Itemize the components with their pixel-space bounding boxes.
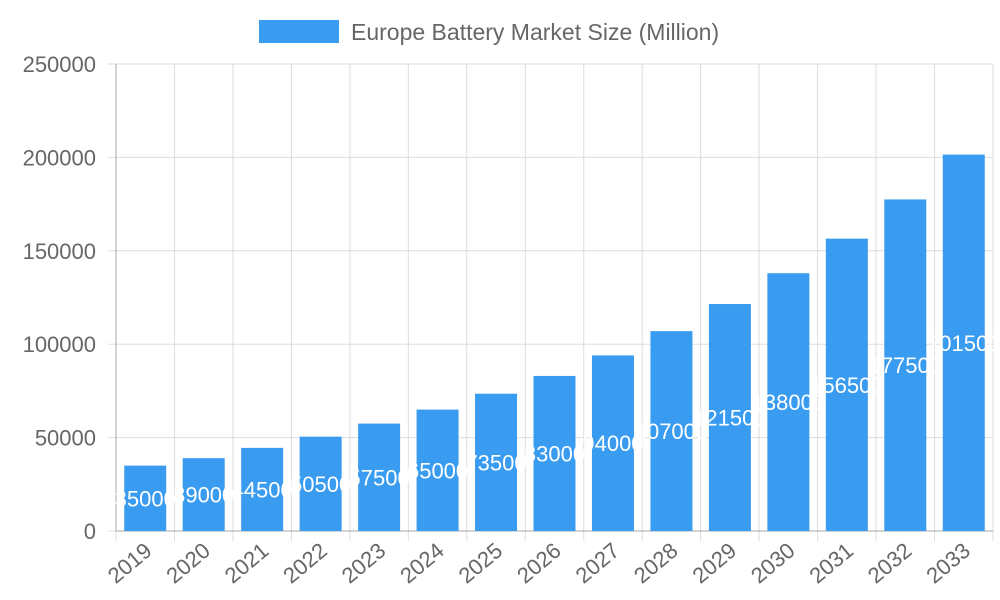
x-tick-label: 2028	[629, 538, 683, 589]
y-tick-label: 0	[84, 519, 96, 544]
x-tick-label: 2020	[161, 538, 215, 589]
legend-swatch[interactable]	[259, 20, 339, 43]
bar-2032[interactable]	[884, 199, 927, 531]
data-label: 44500	[232, 477, 293, 502]
data-label: 50500	[290, 472, 351, 497]
bar-2031[interactable]	[825, 238, 868, 531]
data-label: 138000	[752, 390, 825, 415]
x-tick-label: 2019	[103, 538, 157, 589]
bar-2025[interactable]	[475, 393, 518, 531]
bar-2033[interactable]	[942, 154, 985, 531]
data-label: 65000	[407, 458, 468, 483]
y-tick-label: 150000	[23, 239, 96, 264]
bar-2027[interactable]	[591, 355, 634, 531]
x-tick-label: 2030	[746, 538, 800, 589]
x-tick-label: 2022	[278, 538, 332, 589]
data-label: 73500	[465, 450, 526, 475]
data-label: 83000	[524, 441, 585, 466]
x-tick-label: 2026	[512, 538, 566, 589]
bar-2028[interactable]	[650, 331, 693, 531]
y-tick-label: 250000	[23, 52, 96, 77]
bar-2021[interactable]	[241, 447, 284, 531]
x-tick-label: 2027	[571, 538, 625, 589]
y-tick-label: 50000	[35, 426, 96, 451]
x-tick-label: 2025	[454, 538, 508, 589]
data-label: 201500	[927, 331, 1000, 356]
x-tick-label: 2029	[688, 538, 742, 589]
bar-2020[interactable]	[182, 458, 225, 531]
bar-2022[interactable]	[299, 436, 342, 531]
data-label: 39000	[173, 483, 234, 508]
y-tick-label: 100000	[23, 332, 96, 357]
y-tick-label: 200000	[23, 145, 96, 170]
data-label: 57500	[349, 465, 410, 490]
bar-2023[interactable]	[358, 423, 401, 531]
x-tick-label: 2021	[220, 538, 274, 589]
x-tick-label: 2023	[337, 538, 391, 589]
legend-label[interactable]: Europe Battery Market Size (Million)	[351, 19, 719, 45]
bar-2030[interactable]	[767, 273, 810, 531]
data-label: 121500	[693, 406, 766, 431]
bar-2024[interactable]	[416, 409, 459, 531]
data-label: 94000	[582, 431, 643, 456]
bar-2026[interactable]	[533, 375, 576, 531]
bar-2029[interactable]	[708, 304, 751, 531]
data-label: 35000	[115, 486, 176, 511]
data-label: 156500	[810, 373, 883, 398]
x-tick-label: 2032	[863, 538, 917, 589]
data-label: 107000	[635, 419, 708, 444]
x-tick-label: 2031	[804, 538, 858, 589]
data-label: 177500	[869, 353, 942, 378]
bar-2019[interactable]	[124, 465, 167, 531]
x-tick-label: 2033	[921, 538, 975, 589]
x-tick-label: 2024	[395, 538, 449, 589]
